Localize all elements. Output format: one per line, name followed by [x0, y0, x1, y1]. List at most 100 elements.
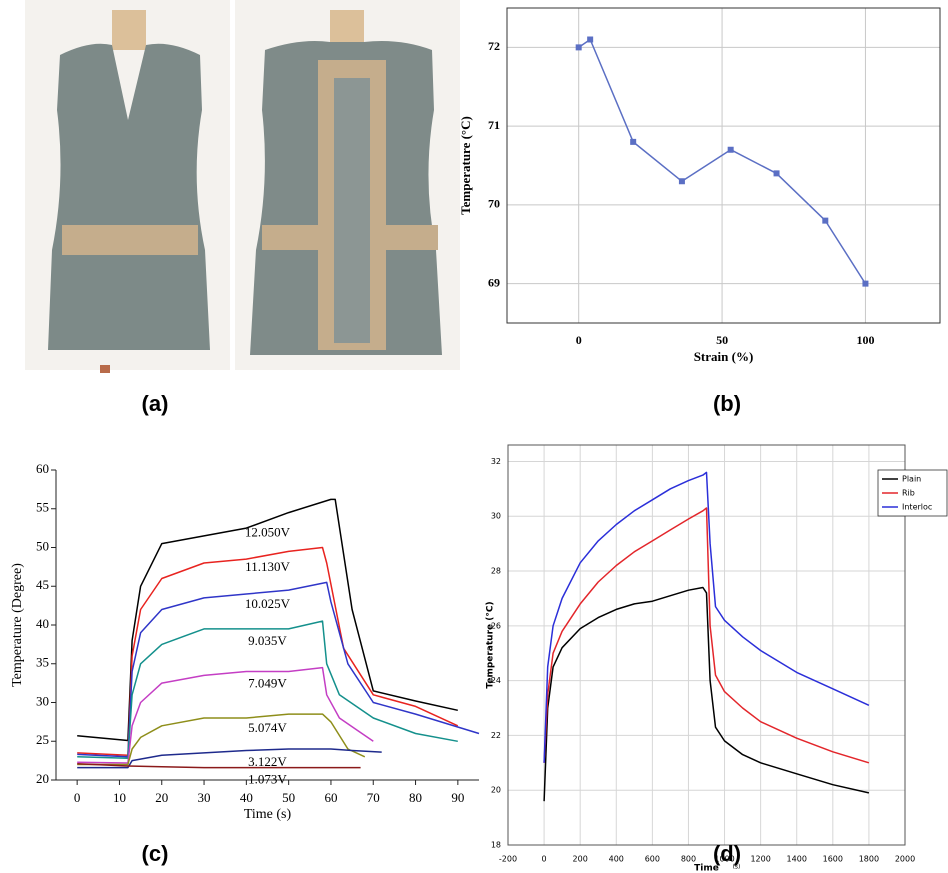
x-tick-label: 10 [113, 790, 126, 805]
x-tick-label: 1600 [823, 855, 843, 864]
y-tick-label: 55 [36, 500, 49, 515]
form-stand [100, 365, 110, 373]
series-label: 12.050V [245, 524, 291, 539]
legend-label: Plain [902, 475, 921, 484]
x-tick-label: 40 [240, 790, 253, 805]
chart: 20 25 30 35 40 45 50 55 60 0 10 20 30 40 50 60 70 80 90 Tim… [10, 461, 480, 866]
y-tick-label: 28 [491, 567, 501, 576]
series-label: 10.025V [245, 596, 291, 611]
y-tick-label: 20 [36, 771, 49, 786]
x-tick-label: -200 [499, 855, 517, 864]
photo: (a) [25, 0, 460, 416]
series-label: 5.074V [248, 720, 287, 735]
marker [862, 280, 869, 287]
x-axis-unit: (s) [733, 864, 741, 871]
series-line [77, 762, 361, 769]
y-tick-label: 72 [488, 39, 500, 53]
series-line [578, 38, 867, 285]
vest-front [48, 43, 210, 350]
chart: 69 70 71 72 0 50 100 Strain (%) Temperature (°C)… [458, 7, 941, 416]
y-tick-label: 32 [491, 457, 501, 466]
y-tick-label: 24 [491, 676, 501, 685]
legend-label: Rib [902, 489, 915, 498]
series-label: 9.035V [248, 633, 287, 648]
x-tick-label: 800 [681, 855, 696, 864]
x-tick-label: 60 [324, 790, 337, 805]
x-tick-label: 600 [645, 855, 660, 864]
marker [773, 170, 780, 177]
series-line [543, 471, 870, 763]
marker [587, 36, 594, 43]
y-tick-label: 35 [36, 655, 49, 670]
marker [678, 178, 685, 185]
x-tick-label: 200 [573, 855, 588, 864]
chart: 18 20 22 24 26 28 30 32 -200 0 200 400 600 800 1000 120… [486, 444, 948, 873]
y-tick-label: 18 [491, 841, 501, 850]
plot-frame [507, 444, 906, 846]
form-neck [112, 10, 146, 50]
series-label: 7.049V [248, 675, 287, 690]
x-axis-label: Strain (%) [694, 349, 754, 364]
vest-band [62, 225, 198, 255]
x-tick-label: 90 [451, 790, 464, 805]
x-tick-label: 50 [716, 333, 728, 347]
y-tick-label: 50 [36, 538, 49, 553]
y-tick-label: 60 [36, 461, 49, 476]
x-tick-label: 50 [282, 790, 295, 805]
x-tick-label: 0 [542, 855, 547, 864]
vest-band [262, 225, 322, 250]
series-line [77, 546, 459, 756]
back-panel-inner [334, 78, 370, 343]
y-tick-label: 40 [36, 616, 49, 631]
vest-band [382, 225, 438, 250]
x-tick-label: 100 [856, 333, 874, 347]
x-axis-label: Time (s) [244, 807, 292, 822]
series-label: 3.122V [248, 754, 287, 769]
y-tick-label: 69 [488, 275, 500, 289]
y-tick-label: 30 [491, 512, 501, 521]
panel-label: (b) [713, 391, 741, 416]
x-tick-label: 400 [609, 855, 624, 864]
x-tick-label: 20 [155, 790, 168, 805]
y-tick-label: 20 [491, 786, 501, 795]
y-tick-label: 25 [36, 732, 49, 747]
marker [822, 217, 829, 224]
plot-frame [506, 7, 941, 324]
x-axis-label: Time [694, 864, 719, 873]
x-tick-label: 1400 [787, 855, 807, 864]
y-tick-label: 30 [36, 693, 49, 708]
y-tick-label: 70 [488, 197, 500, 211]
panel-label: (a) [142, 391, 169, 416]
y-axis-label: Temperature (°C) [486, 601, 496, 688]
series-label: 11.130V [245, 559, 290, 574]
y-tick-label: 22 [491, 731, 501, 740]
series-line [543, 507, 870, 764]
x-tick-label: 1200 [750, 855, 770, 864]
series-line [543, 586, 870, 802]
x-tick-label: 0 [576, 333, 582, 347]
y-tick-label: 26 [491, 621, 501, 630]
y-axis-label: Temperature (°C) [458, 116, 473, 215]
x-tick-label: 2000 [895, 855, 915, 864]
marker [630, 138, 637, 145]
marker [727, 146, 734, 153]
y-tick-label: 45 [36, 577, 49, 592]
series-line [77, 713, 366, 766]
series-line [77, 498, 458, 742]
series-line [77, 581, 480, 758]
panel-label: (d) [713, 841, 741, 866]
y-axis-label: Temperature (Degree) [10, 563, 25, 687]
x-tick-label: 70 [367, 790, 380, 805]
y-tick-label: 71 [488, 118, 500, 132]
panel-label: (c) [142, 841, 169, 866]
legend-label: Interloc [902, 503, 932, 512]
series-line [77, 748, 382, 769]
marker [575, 44, 582, 51]
x-tick-label: 1800 [859, 855, 879, 864]
x-tick-label: 30 [198, 790, 211, 805]
series-line [77, 620, 458, 760]
x-tick-label: 1000 [714, 855, 734, 864]
x-tick-label: 80 [409, 790, 422, 805]
series-label: 1.073V [248, 772, 287, 787]
